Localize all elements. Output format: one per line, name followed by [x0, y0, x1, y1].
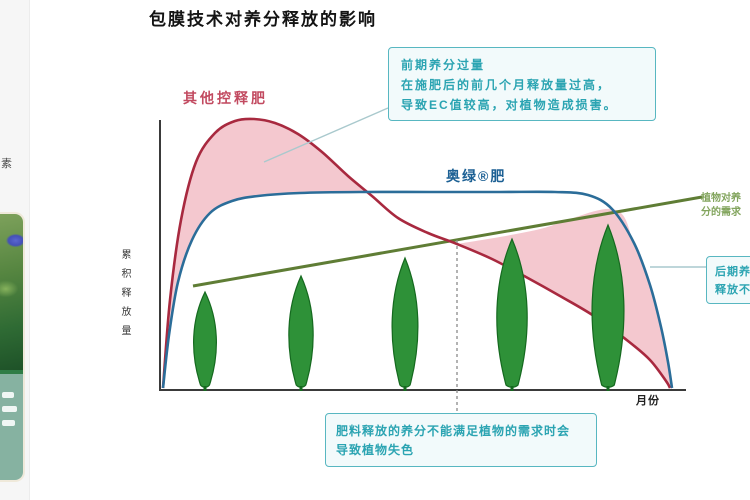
green-line-label: 植物对养 分的需求: [701, 192, 741, 220]
tree-trunk: [203, 386, 207, 391]
card-divider: [0, 370, 23, 374]
tree-trunk: [403, 386, 407, 391]
caption-text-line: [2, 420, 15, 426]
y-axis-label: 累积释放量: [119, 249, 130, 344]
green-line-label-1: 植物对养: [701, 193, 741, 204]
red-curve-label: 其他控释肥: [183, 90, 268, 106]
note-line: 导致植物失色: [336, 443, 415, 457]
note-line: 在施肥后的前几个月释放量过高，: [401, 78, 612, 92]
note-line: 前期养分过量: [401, 58, 486, 72]
tree-icon: [391, 256, 419, 388]
caption-text-line: [2, 392, 14, 398]
card-caption-panel: [0, 374, 23, 480]
early-excess-note: 前期养分过量 在施肥后的前几个月释放量过高， 导致EC值较高，对植物造成损害。: [388, 47, 656, 121]
tree-trunk: [299, 386, 303, 391]
tree-icon: [288, 274, 314, 388]
plant-photo: [0, 214, 23, 370]
note-line: 肥料释放的养分不能满足植物的需求时会: [336, 424, 571, 438]
caption-text-line: [2, 406, 17, 412]
x-axis-label: 月份: [636, 395, 660, 407]
chart-title: 包膜技术对养分释放的影响: [149, 10, 377, 29]
demand-not-met-note: 肥料释放的养分不能满足植物的需求时会 导致植物失色: [325, 413, 597, 467]
note-line: 导致EC值较高，对植物造成损害。: [401, 98, 618, 112]
osmocote-curve: [161, 190, 674, 389]
late-deficit-note: 后期养分 释放不足: [706, 256, 750, 304]
tree-trunk: [606, 386, 610, 391]
blue-curve-label: 奥绿®肥: [446, 168, 507, 184]
tree-trunk: [510, 386, 514, 391]
tree-icon: [193, 290, 217, 388]
growing-trees: [193, 223, 625, 391]
excess-area-fill: [163, 118, 373, 388]
top-note-leader-line: [263, 107, 389, 163]
green-line-label-2: 分的需求: [701, 207, 741, 218]
note-line: 释放不足: [715, 284, 750, 296]
sidebar-thumbnail-card[interactable]: [0, 214, 23, 480]
sidebar-text-fragment: 素: [1, 158, 12, 170]
note-line: 后期养分: [715, 266, 750, 278]
